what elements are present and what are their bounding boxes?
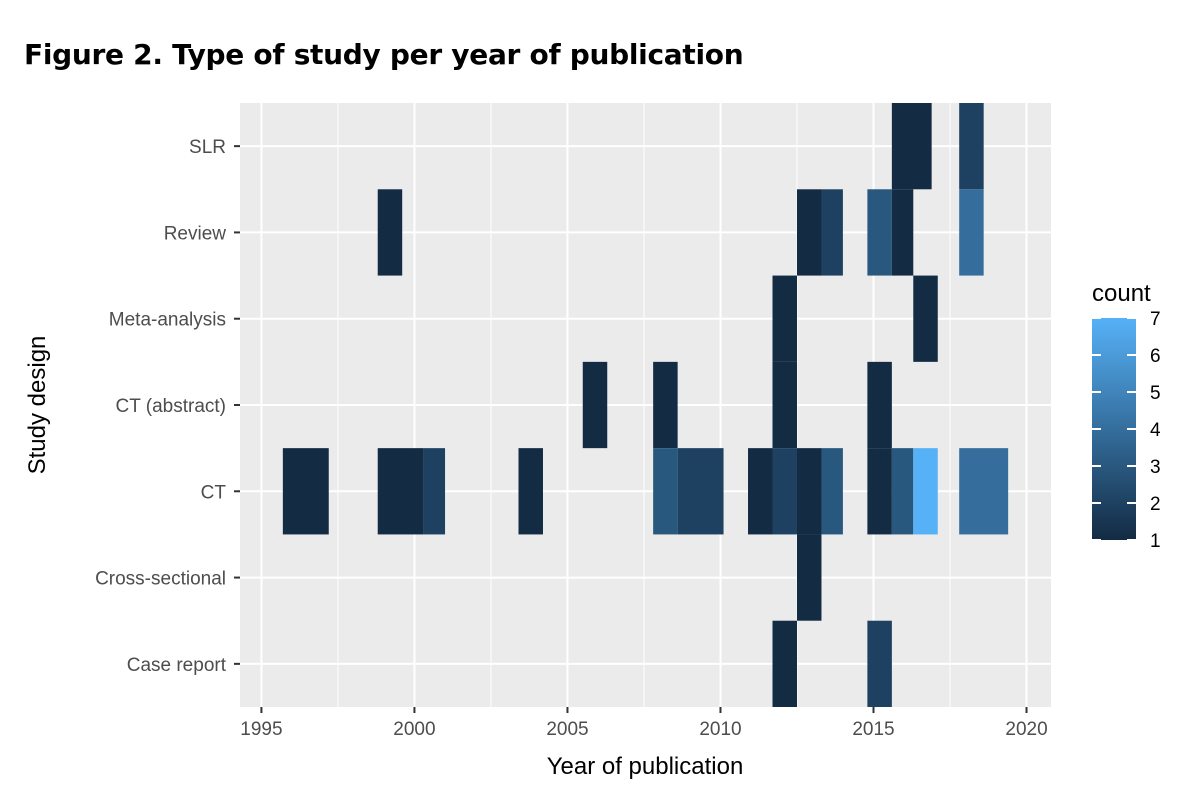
heatmap-cell: [821, 189, 843, 276]
legend-title: count: [1092, 280, 1151, 307]
x-tick-label: 1995: [240, 719, 282, 740]
heatmap-cell: [867, 620, 892, 707]
heatmap-cell: [772, 361, 797, 449]
heatmap-cells: [282, 103, 1009, 707]
figure-title: Figure 2. Type of study per year of publ…: [24, 38, 744, 71]
color-legend: count 1 2 3 4 5 6 7: [1092, 280, 1161, 552]
heatmap-cell: [423, 448, 446, 535]
heatmap-cell: [867, 189, 892, 276]
y-tick-label: SLR: [189, 137, 226, 158]
heatmap-cell: [772, 448, 797, 535]
legend-tick-label: 1: [1150, 531, 1161, 552]
legend-tick-label: 6: [1150, 346, 1161, 367]
heatmap-cell: [796, 448, 822, 535]
heatmap-cell: [772, 275, 797, 362]
y-tick-label: Review: [164, 223, 227, 244]
y-tick-label: CT (abstract): [115, 396, 226, 417]
heatmap-cell: [821, 448, 843, 535]
heatmap-cell: [959, 103, 984, 190]
y-tick-label: CT: [201, 482, 227, 503]
heatmap-cell: [518, 448, 543, 535]
y-tick-label: Case report: [127, 655, 227, 676]
heatmap-cell: [959, 189, 984, 276]
x-axis: 1995 2000 2005 2010 2015 2020: [240, 707, 1048, 740]
heatmap-cell: [867, 448, 892, 535]
y-axis: Case report Cross-sectional CT CT (abstract…: [95, 137, 240, 676]
heatmap-cell: [653, 361, 678, 449]
legend-tick-label: 4: [1150, 420, 1161, 441]
heatmap-cell: [891, 189, 914, 276]
x-tick-label: 2000: [393, 719, 435, 740]
legend-tick-label: 5: [1150, 383, 1161, 404]
heatmap-cell: [913, 275, 938, 362]
heatmap-cell: [677, 448, 724, 535]
x-tick-label: 2005: [546, 719, 588, 740]
heatmap-cell: [891, 448, 914, 535]
x-tick-label: 2020: [1005, 719, 1047, 740]
x-tick-label: 2010: [699, 719, 741, 740]
y-tick-label: Meta-analysis: [109, 310, 226, 331]
legend-tick-label: 7: [1150, 309, 1161, 330]
x-tick-label: 2015: [852, 719, 894, 740]
heatmap-cell: [377, 448, 424, 535]
y-axis-title: Study design: [24, 336, 51, 475]
x-axis-title: Year of publication: [547, 753, 744, 780]
heatmap-cell: [582, 361, 608, 449]
heatmap-cell: [796, 189, 822, 276]
heatmap-cell: [867, 361, 892, 449]
heatmap-cell: [796, 534, 822, 621]
heatmap-cell: [282, 448, 329, 535]
heatmap-cell: [959, 448, 1009, 535]
heatmap-cell: [913, 448, 938, 535]
heatmap-cell: [377, 189, 403, 276]
y-tick-label: Cross-sectional: [95, 569, 226, 590]
heatmap-cell: [772, 620, 797, 707]
legend-tick-label: 2: [1150, 494, 1161, 515]
legend-tick-label: 3: [1150, 457, 1161, 478]
heatmap-cell: [653, 448, 678, 535]
heatmap-cell: [891, 103, 932, 190]
heatmap-cell: [748, 448, 773, 535]
